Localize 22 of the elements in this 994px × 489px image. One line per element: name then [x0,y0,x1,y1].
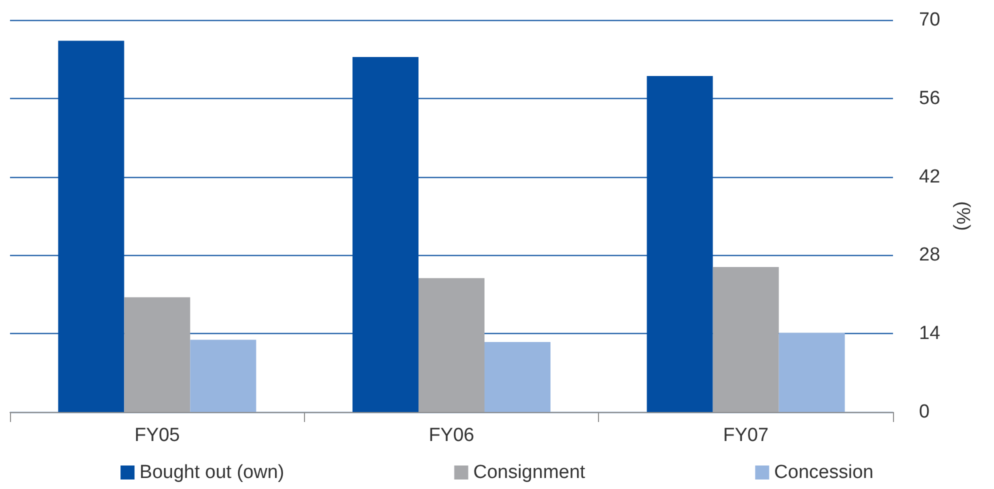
legend-label: Consignment [473,462,586,483]
bar [418,278,484,412]
bar [712,266,779,412]
x-tick-label: FY05 [134,425,180,446]
y-tick-label: 14 [919,323,941,344]
y-tick-label: 56 [919,88,940,109]
x-tick-label: FY07 [723,425,769,446]
y-axis-title: (%) [952,201,973,231]
y-tick-label: 0 [919,402,930,422]
bar [190,340,256,412]
y-tick-label: 70 [919,10,940,30]
bar [352,56,418,412]
bar [646,76,713,412]
y-tick-label: 28 [919,244,940,266]
y-tick-label: 42 [919,166,940,188]
bar [124,297,190,412]
x-tick-label: FY06 [428,425,474,446]
legend-label: Bought out (own) [140,462,284,483]
bar [778,333,845,412]
legend-label: Concession [774,462,874,483]
bar [484,342,550,412]
bar [58,40,124,412]
